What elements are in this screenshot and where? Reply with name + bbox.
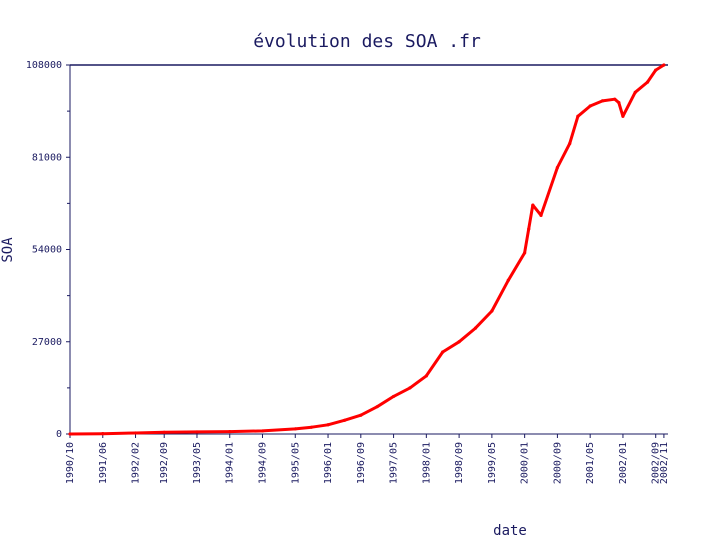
data-point	[527, 227, 531, 231]
data-point	[228, 430, 232, 434]
y-tick-label: 81000	[32, 152, 62, 163]
x-tick-label: 1992/09	[159, 442, 170, 484]
data-point	[506, 278, 510, 282]
x-tick-label: 1996/09	[356, 442, 367, 484]
x-tick-label: 2000/09	[552, 442, 563, 484]
x-axis-label: date	[493, 523, 527, 539]
data-point	[662, 63, 666, 67]
x-tick-label: 1996/01	[323, 442, 334, 484]
y-tick-label: 108000	[26, 60, 62, 71]
y-tick-label: 54000	[32, 245, 62, 256]
data-point	[531, 203, 535, 207]
x-tick-label: 2000/01	[520, 442, 531, 484]
x-tick-label: 1997/05	[389, 442, 400, 484]
data-point	[441, 350, 445, 354]
data-point	[260, 429, 265, 433]
data-point	[359, 413, 363, 417]
x-tick-label: 1992/02	[131, 442, 142, 484]
chart-title: évolution des SOA .fr	[253, 31, 481, 52]
x-tick-label: 1990/10	[65, 442, 76, 484]
data-point	[473, 326, 478, 330]
x-tick-label: 1998/01	[421, 442, 432, 484]
x-tick-label: 2001/05	[585, 442, 596, 484]
x-tick-label: 1993/05	[192, 442, 203, 484]
x-tick-label: 1994/01	[225, 442, 236, 484]
data-point	[600, 99, 605, 103]
data-point	[162, 430, 166, 434]
data-point	[424, 374, 428, 378]
plot-area: 0 27000 54000 81000 108000 1990/10 1991/06 1992…	[26, 60, 670, 484]
data-point	[617, 100, 621, 105]
data-point	[408, 386, 412, 390]
x-tick-label: 2002/01	[618, 442, 629, 484]
data-point	[588, 104, 592, 108]
data-point	[375, 405, 379, 409]
data-point	[633, 90, 637, 94]
data-point	[568, 141, 572, 146]
data-point	[523, 251, 527, 255]
data-point	[391, 394, 396, 399]
x-tick-label: 1995/05	[290, 442, 301, 484]
x-tick-label: 1998/09	[454, 442, 465, 484]
data-point	[133, 431, 138, 435]
data-point	[310, 425, 314, 429]
x-tick-label: 2002/11	[659, 442, 670, 484]
y-tick-label: 27000	[32, 337, 62, 348]
data-point	[621, 114, 625, 118]
data-point	[555, 165, 560, 170]
series-line	[69, 63, 665, 436]
data-point	[457, 340, 461, 344]
data-point	[195, 430, 199, 434]
data-point	[490, 309, 494, 313]
y-tick-label: 0	[56, 429, 62, 440]
data-point	[293, 427, 297, 431]
x-tick-label: 1994/09	[258, 442, 269, 484]
x-tick-label: 2002/09	[651, 442, 662, 484]
data-point	[613, 97, 617, 101]
data-point	[326, 423, 330, 427]
data-point	[576, 114, 580, 118]
y-axis-label: SOA	[0, 237, 16, 263]
data-point	[654, 68, 658, 72]
data-point	[101, 432, 105, 436]
data-point	[539, 213, 543, 217]
data-point	[342, 418, 347, 422]
x-tick-label: 1991/06	[98, 442, 109, 484]
x-tick-label: 1999/05	[487, 442, 498, 484]
data-point	[645, 80, 650, 84]
data-point	[68, 432, 72, 436]
